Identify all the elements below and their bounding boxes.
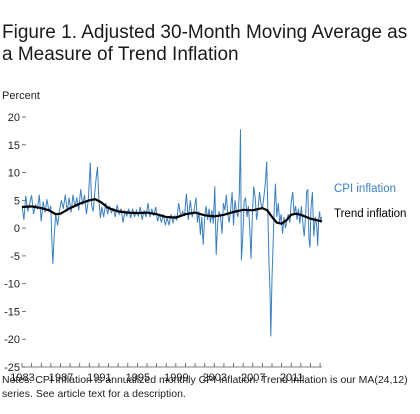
series-line-cpi-inflation (21, 129, 322, 337)
y-axis-label: Percent (2, 90, 40, 102)
series-label-cpi-inflation: CPI inflation (334, 183, 396, 195)
chart-notes: Notes: CPI inflation is annualized month… (2, 374, 408, 400)
x-tick-label: 1987 (49, 372, 73, 384)
y-tick-label: -20 (4, 334, 20, 346)
y-tick-label: 20 (8, 112, 20, 124)
y-tick-label: 0 (14, 223, 20, 235)
x-tick-label: 2003 (203, 372, 227, 384)
x-axis: 1983 1987 1991 1995 1999 2003 2007 2011 (10, 363, 322, 384)
series-line-trend-inflation (21, 198, 323, 225)
y-tick-label: 15 (8, 140, 20, 152)
y-tick-label: -15 (4, 306, 20, 318)
y-tick-label: -5 (10, 251, 20, 263)
series-label-trend-inflation: Trend inflation (334, 208, 406, 220)
x-tick-label: 2011 (280, 372, 304, 384)
y-axis: 20 15 10 5 0 -5 -10 -15 -20 -25 (4, 112, 26, 374)
x-tick-label: 1991 (87, 372, 111, 384)
x-tick-label: 1999 (164, 372, 188, 384)
x-tick-label: 2007 (241, 372, 265, 384)
y-tick-label: -25 (4, 362, 20, 374)
x-tick-label: 1983 (10, 372, 34, 384)
x-tick-label: 1995 (126, 372, 150, 384)
y-tick-label: 10 (8, 168, 20, 180)
y-tick-label: 5 (14, 195, 20, 207)
chart-title: Figure 1. Adjusted 30-Month Moving Avera… (2, 22, 408, 65)
y-tick-label: -10 (4, 279, 20, 291)
